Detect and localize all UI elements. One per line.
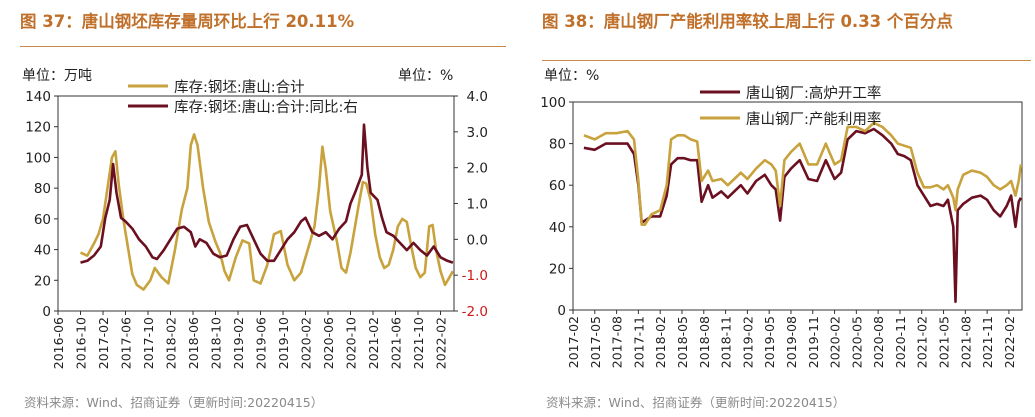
x-axis-tick-label: 2017-02: [96, 317, 111, 369]
utilization-chart: 100 80 60 40 20 0 单位：% 2017-02 2017-05 2017-08 201…: [540, 68, 1023, 368]
left-axis-tick-label: 60: [34, 212, 51, 228]
x-axis-tick-label: 2017-05: [588, 316, 603, 368]
left-axis-tick-label: 20: [34, 273, 51, 289]
x-axis-tick-label: 2020-10: [344, 317, 359, 369]
x-axis-tick-label: 2022-02: [434, 317, 449, 369]
title-rule: [542, 60, 1031, 61]
x-axis-tick-label: 2017-10: [141, 317, 156, 369]
left-axis-tick-label: 40: [549, 220, 566, 236]
left-axis-tick-label: 40: [34, 243, 51, 259]
figure-title: 图 38：唐山钢厂产能利用率较上周上行 0.33 个百分点: [542, 12, 953, 31]
x-axis-tick-label: 2018-08: [697, 316, 712, 368]
series-line-1: [79, 133, 455, 291]
legend-label: 库存:钢坯:唐山:合计: [174, 79, 305, 96]
x-axis-tick-label: 2016-06: [51, 317, 66, 369]
left-axis-tick-label: 80: [34, 181, 51, 197]
left-axis-tick-label: 120: [25, 120, 51, 136]
source-note: 资料来源：Wind、招商证券（更新时间:20220415）: [24, 395, 324, 410]
x-axis-tick-label: 2018-02: [653, 316, 668, 368]
x-axis-tick-label: 2021-02: [366, 317, 381, 369]
x-axis-tick-label: 2018-02: [164, 317, 179, 369]
title-rule: [20, 46, 506, 47]
x-axis-tick-label: 2019-02: [231, 317, 246, 369]
x-axis-tick-label: 2021-02: [915, 316, 930, 368]
x-axis-tick-label: 2021-06: [389, 317, 404, 369]
x-axis-tick-label: 2020-02: [828, 316, 843, 368]
x-axis-tick-label: 2021-05: [937, 316, 952, 368]
right-axis-tick-label: 2.0: [467, 161, 488, 177]
legend-label: 库存:钢坯:唐山:合计:同比:右: [174, 99, 358, 116]
x-axis-tick-label: 2020-05: [849, 316, 864, 368]
left-axis-tick-label: 80: [549, 137, 566, 153]
right-axis-unit: 单位：%: [398, 68, 453, 84]
right-axis-tick-label: -2.0: [462, 304, 488, 320]
series-line-2: [583, 121, 1023, 226]
x-axis-tick-label: 2020-02: [299, 317, 314, 369]
x-axis-tick-label: 2020-08: [871, 316, 886, 368]
right-axis-tick-label: 1.0: [467, 197, 488, 213]
plot-frame: [572, 101, 1023, 311]
left-axis-unit: 单位：%: [544, 68, 599, 84]
left-axis-tick-label: 100: [540, 95, 566, 111]
left-axis-tick-label: 100: [25, 150, 51, 166]
left-axis-unit: 单位：万吨: [22, 68, 92, 84]
x-axis-tick-label: 2019-02: [740, 316, 755, 368]
chart-panel-left: 图 37：唐山钢坯库存量周环比上行 20.11% 140 120 100 80 60 40…: [0, 0, 510, 417]
x-axis-tick-label: 2021-10: [411, 317, 426, 369]
source-note: 资料来源：Wind、招商证券（更新时间:20220415）: [546, 395, 846, 410]
x-axis-tick-label: 2018-10: [209, 317, 224, 369]
left-axis-tick-label: 60: [549, 178, 566, 194]
x-axis-tick-label: 2021-11: [980, 316, 995, 368]
series-line-2: [80, 123, 454, 264]
x-axis-tick-label: 2018-11: [719, 316, 734, 368]
right-axis-tick-label: 0.0: [467, 232, 488, 248]
x-axis-tick-label: 2020-11: [893, 316, 908, 368]
x-axis-tick-label: 2018-06: [186, 317, 201, 369]
x-axis-tick-label: 2019-08: [784, 316, 799, 368]
x-axis-tick-label: 2017-02: [566, 316, 581, 368]
x-axis-tick-label: 2019-05: [762, 316, 777, 368]
left-axis-tick-label: 20: [549, 261, 566, 277]
left-axis-tick-label: 140: [25, 89, 51, 105]
legend-label: 唐山钢厂:产能利用率: [746, 111, 881, 128]
x-axis-tick-label: 2017-08: [610, 316, 625, 368]
legend-label: 唐山钢厂:高炉开工率: [746, 85, 881, 102]
left-axis-tick-label: 0: [42, 304, 51, 320]
right-axis-tick-label: 3.0: [467, 125, 488, 141]
left-axis-tick-label: 0: [557, 303, 566, 319]
x-axis-tick-label: 2019-11: [806, 316, 821, 368]
chart-panel-right: 图 38：唐山钢厂产能利用率较上周上行 0.33 个百分点 100 80 60 40 2…: [522, 0, 1035, 417]
inventory-chart: 140 120 100 80 60 40 20 0 单位：万吨 4.0 3.0 2.0 1.0 0.0 -1…: [22, 68, 488, 369]
x-axis-tick-label: 2021-08: [958, 316, 973, 368]
x-axis-tick-label: 2017-06: [119, 317, 134, 369]
x-axis-tick-label: 2016-10: [74, 317, 89, 369]
figure-title: 图 37：唐山钢坯库存量周环比上行 20.11%: [20, 12, 355, 31]
series-line-1: [583, 127, 1023, 303]
x-axis-tick-label: 2019-10: [276, 317, 291, 369]
right-axis-tick-label: -1.0: [462, 268, 488, 284]
right-axis-tick-label: 4.0: [467, 89, 488, 105]
x-axis-tick-label: 2022-02: [1002, 316, 1017, 368]
x-axis-tick-label: 2019-06: [254, 317, 269, 369]
x-axis-tick-label: 2017-11: [631, 316, 646, 368]
x-axis-tick-label: 2020-06: [321, 317, 336, 369]
x-axis-tick-label: 2018-05: [675, 316, 690, 368]
